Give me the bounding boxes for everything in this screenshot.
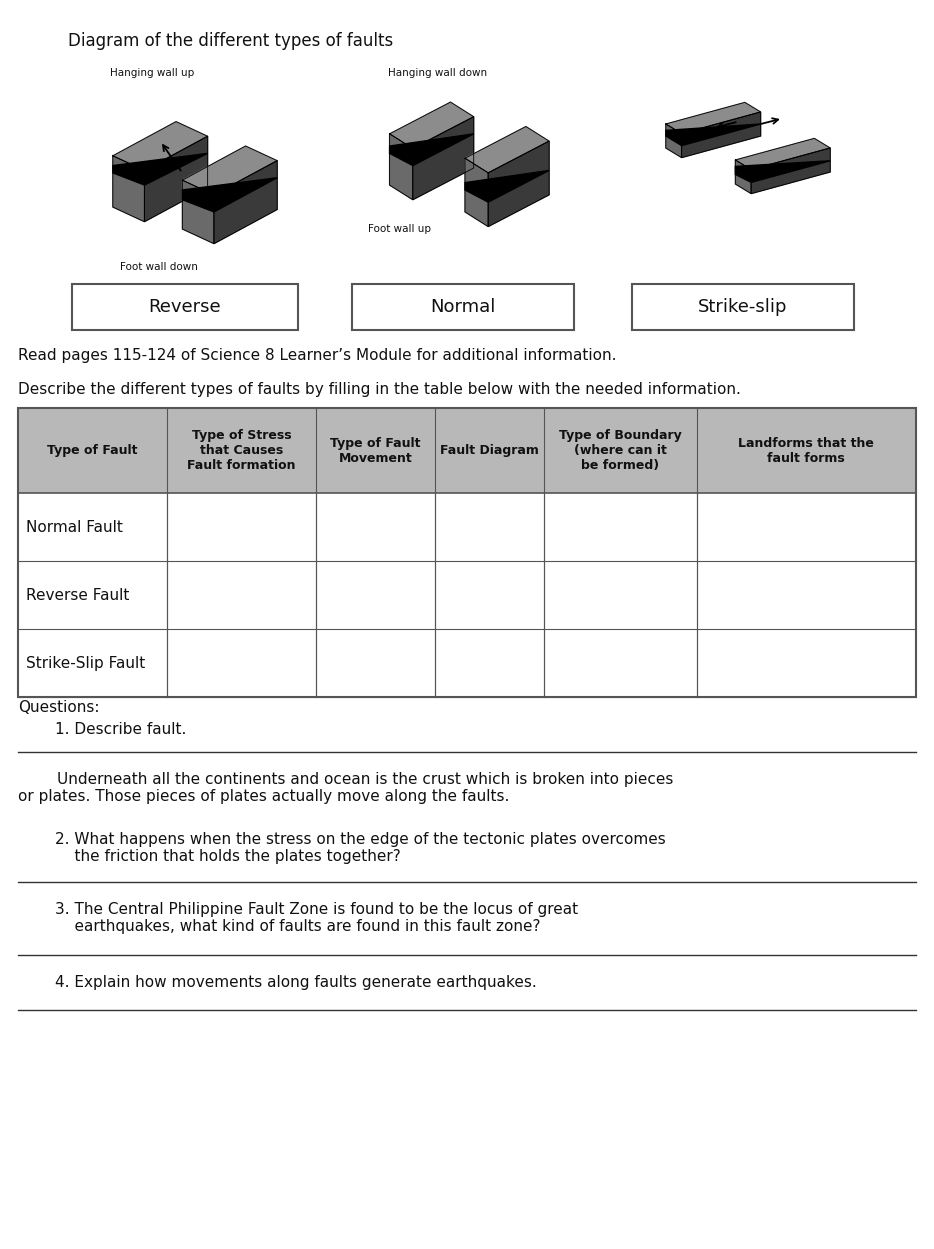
Polygon shape bbox=[488, 141, 549, 226]
Polygon shape bbox=[735, 139, 830, 170]
Bar bbox=[352, 284, 574, 330]
Text: Strike-Slip Fault: Strike-Slip Fault bbox=[26, 656, 146, 671]
Polygon shape bbox=[751, 147, 830, 194]
Bar bbox=[632, 284, 854, 330]
Polygon shape bbox=[413, 116, 474, 200]
Text: Type of Fault
Movement: Type of Fault Movement bbox=[330, 436, 420, 465]
Text: 1. Describe fault.: 1. Describe fault. bbox=[55, 722, 187, 737]
Polygon shape bbox=[735, 160, 751, 194]
Polygon shape bbox=[145, 136, 207, 221]
Polygon shape bbox=[666, 124, 682, 157]
Text: Hanging wall down: Hanging wall down bbox=[388, 67, 488, 77]
Text: Questions:: Questions: bbox=[18, 699, 100, 714]
Bar bbox=[18, 629, 916, 697]
Polygon shape bbox=[389, 134, 474, 166]
Text: Reverse: Reverse bbox=[149, 299, 221, 316]
Text: Type of Fault: Type of Fault bbox=[48, 443, 137, 457]
Text: 3. The Central Philippine Fault Zone is found to be the locus of great
    earth: 3. The Central Philippine Fault Zone is … bbox=[55, 902, 578, 934]
Polygon shape bbox=[214, 161, 277, 244]
Bar bbox=[18, 408, 916, 493]
Bar bbox=[18, 493, 916, 561]
Polygon shape bbox=[182, 180, 214, 244]
Text: Hanging wall up: Hanging wall up bbox=[110, 67, 194, 77]
Text: Type of Stress
that Causes
Fault formation: Type of Stress that Causes Fault formati… bbox=[187, 428, 296, 472]
Polygon shape bbox=[113, 121, 207, 170]
Text: Foot wall down: Foot wall down bbox=[120, 262, 198, 272]
Polygon shape bbox=[465, 170, 549, 202]
Text: 2. What happens when the stress on the edge of the tectonic plates overcomes
   : 2. What happens when the stress on the e… bbox=[55, 832, 666, 864]
Polygon shape bbox=[666, 102, 760, 134]
Text: Strike-slip: Strike-slip bbox=[699, 299, 787, 316]
Polygon shape bbox=[113, 156, 145, 221]
Text: Normal Fault: Normal Fault bbox=[26, 520, 123, 535]
Text: Foot wall up: Foot wall up bbox=[368, 224, 431, 234]
Text: Normal: Normal bbox=[431, 299, 496, 316]
Polygon shape bbox=[666, 124, 760, 146]
Polygon shape bbox=[389, 102, 474, 149]
Text: Read pages 115-124 of Science 8 Learner’s Module for additional information.: Read pages 115-124 of Science 8 Learner’… bbox=[18, 348, 616, 363]
Bar bbox=[18, 408, 916, 697]
Bar bbox=[18, 561, 916, 629]
Polygon shape bbox=[182, 177, 277, 212]
Text: Landforms that the
fault forms: Landforms that the fault forms bbox=[739, 436, 874, 465]
Polygon shape bbox=[465, 126, 549, 172]
Text: 4. Explain how movements along faults generate earthquakes.: 4. Explain how movements along faults ge… bbox=[55, 975, 537, 990]
Text: Describe the different types of faults by filling in the table below with the ne: Describe the different types of faults b… bbox=[18, 382, 741, 397]
Polygon shape bbox=[182, 146, 277, 195]
Bar bbox=[72, 284, 298, 330]
Polygon shape bbox=[735, 161, 830, 182]
Polygon shape bbox=[682, 112, 760, 157]
Polygon shape bbox=[465, 159, 488, 226]
Text: Underneath all the continents and ocean is the crust which is broken into pieces: Underneath all the continents and ocean … bbox=[18, 772, 673, 804]
Polygon shape bbox=[113, 154, 207, 185]
Text: Type of Boundary
(where can it
be formed): Type of Boundary (where can it be formed… bbox=[559, 428, 682, 472]
Polygon shape bbox=[389, 134, 413, 200]
Text: Fault Diagram: Fault Diagram bbox=[440, 443, 539, 457]
Text: Reverse Fault: Reverse Fault bbox=[26, 587, 130, 602]
Text: Diagram of the different types of faults: Diagram of the different types of faults bbox=[68, 32, 393, 50]
